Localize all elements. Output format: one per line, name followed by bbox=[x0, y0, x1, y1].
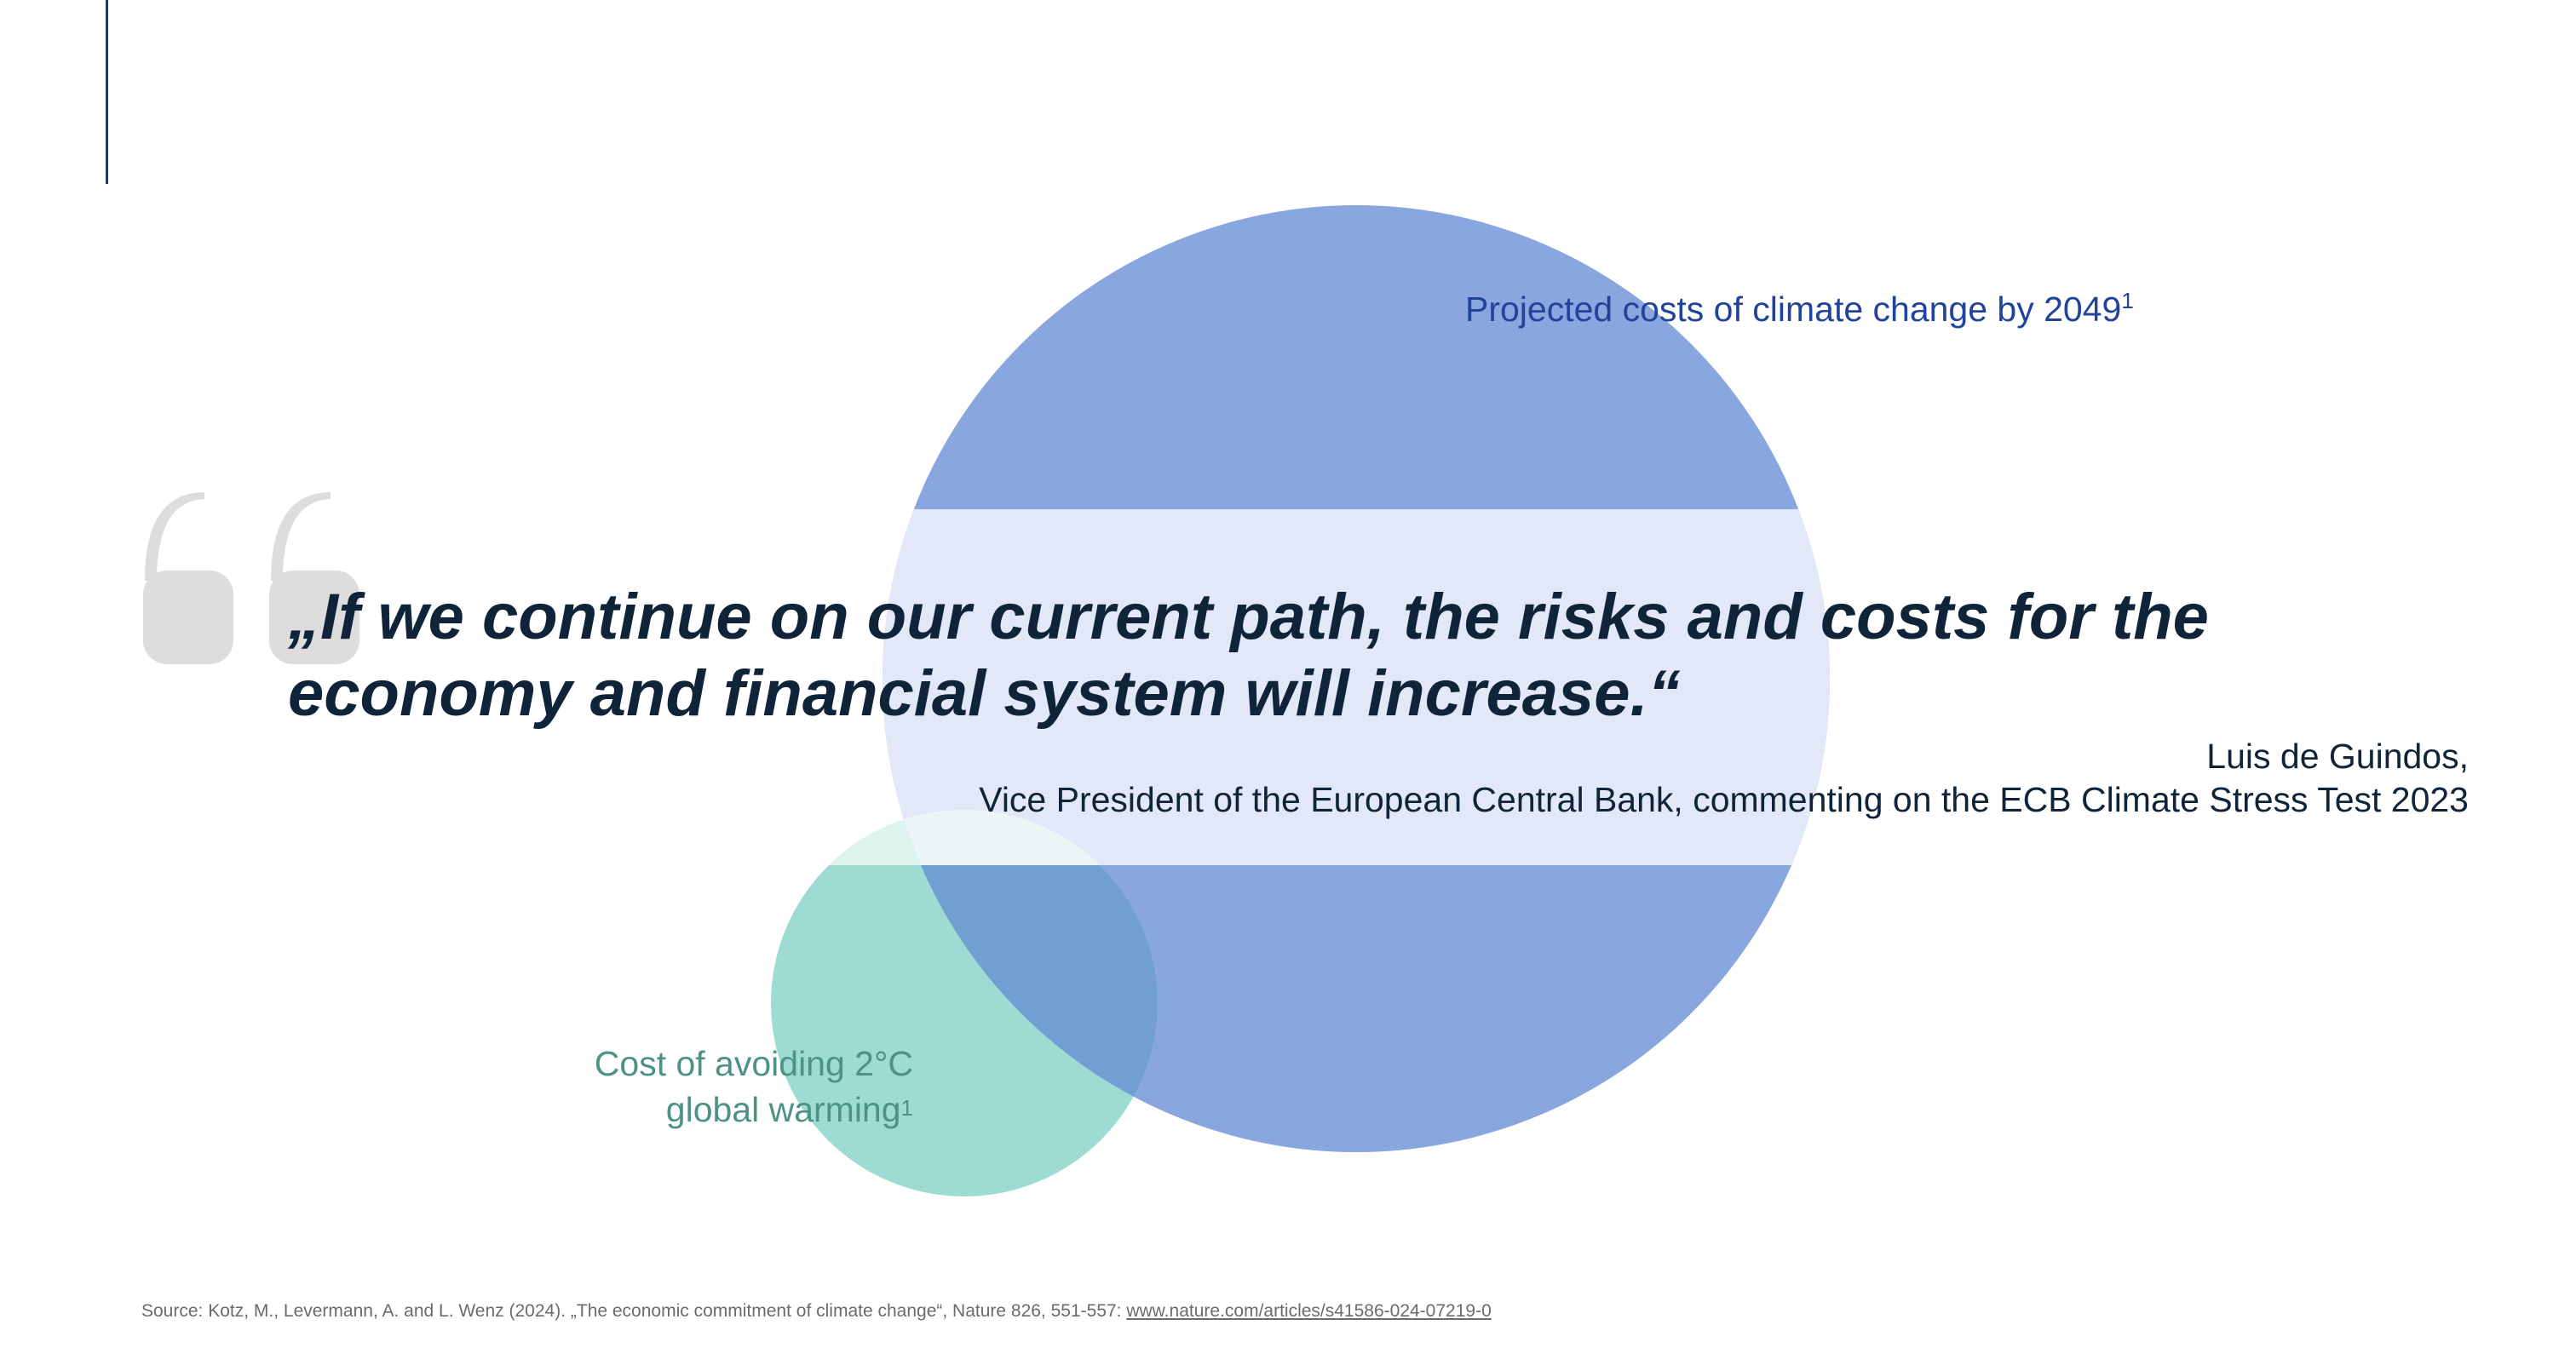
source-text: Source: Kotz, M., Levermann, A. and L. W… bbox=[141, 1301, 1127, 1321]
accent-line bbox=[106, 0, 108, 184]
source-citation: Source: Kotz, M., Levermann, A. and L. W… bbox=[141, 1301, 1492, 1322]
quote-text: „If we continue on our current path, the… bbox=[288, 579, 2332, 732]
attribution-name: Luis de Guindos, bbox=[2206, 737, 2469, 776]
circle-overlap-region bbox=[883, 810, 1158, 1152]
source-link[interactable]: www.nature.com/articles/s41586-024-07219… bbox=[1126, 1301, 1492, 1321]
quote-line-1: „If we continue on our current path, the… bbox=[288, 581, 2209, 653]
avoidance-cost-label-line2-wrap: global warming1 bbox=[477, 1087, 913, 1133]
quote-attribution: Luis de Guindos, Vice President of the E… bbox=[979, 735, 2469, 822]
footnote-marker: 1 bbox=[2121, 288, 2134, 313]
avoidance-cost-label-line2: global warming bbox=[665, 1090, 901, 1129]
projected-costs-label-text: Projected costs of climate change by 204… bbox=[1465, 290, 2122, 329]
quote-highlight-band bbox=[883, 509, 1830, 865]
quote-line-2: economy and financial system will increa… bbox=[288, 657, 1681, 730]
avoidance-cost-label: Cost of avoiding 2°C global warming1 bbox=[477, 1041, 913, 1133]
projected-costs-label: Projected costs of climate change by 204… bbox=[1465, 288, 2232, 330]
opening-quote-marks-icon bbox=[143, 492, 359, 664]
attribution-role: Vice President of the European Central B… bbox=[979, 780, 2469, 819]
footnote-marker: 1 bbox=[900, 1095, 913, 1121]
avoidance-cost-label-line1: Cost of avoiding 2°C bbox=[594, 1044, 913, 1083]
